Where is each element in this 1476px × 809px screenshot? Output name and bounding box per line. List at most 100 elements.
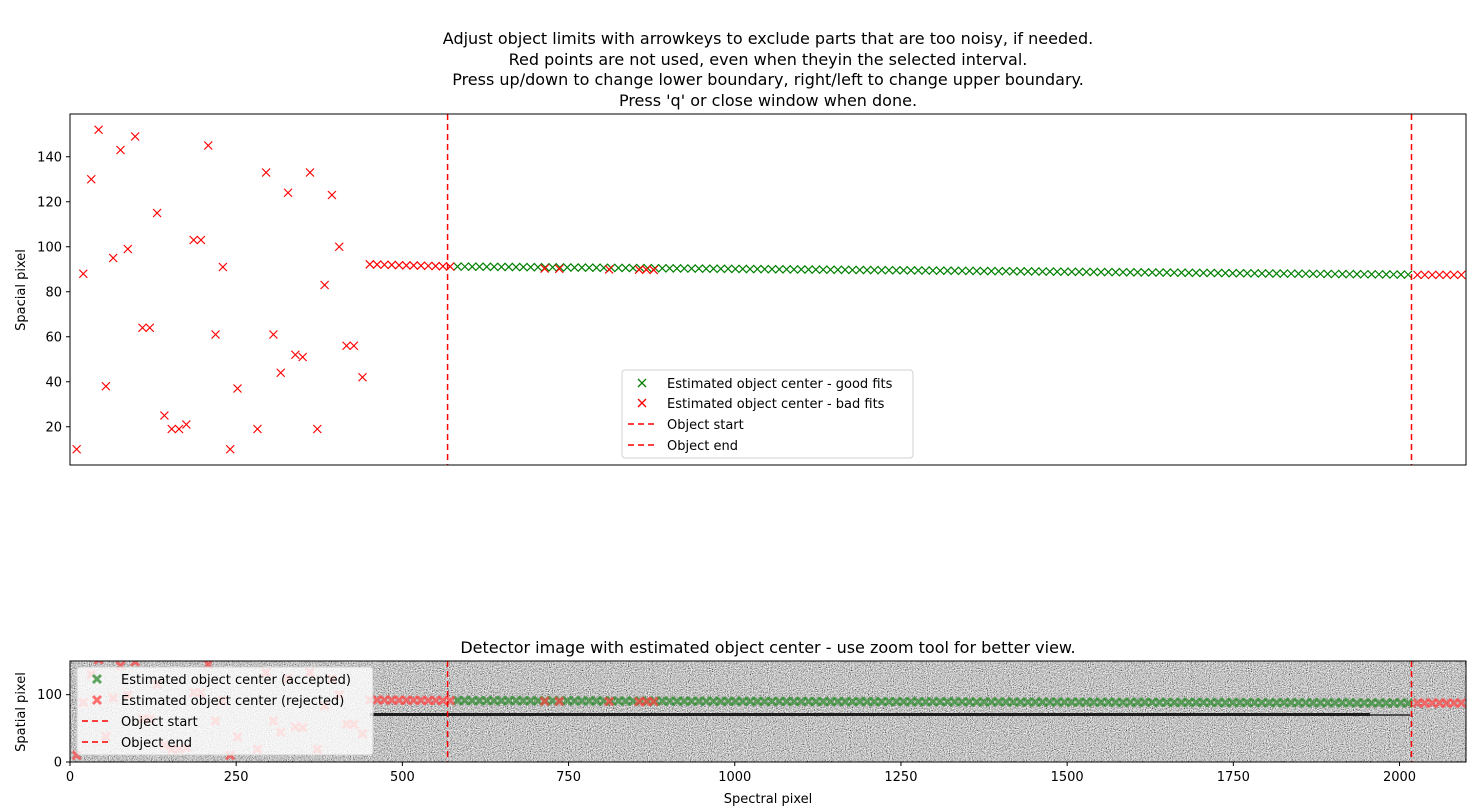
legend-accepted-label: Estimated object center (accepted)	[121, 673, 351, 688]
good-fit-point	[1052, 267, 1062, 277]
good-fit-point	[672, 263, 682, 273]
good-fit-point	[657, 263, 667, 273]
bad-fit-point	[327, 190, 337, 200]
good-fit-point	[511, 262, 521, 272]
good-fit-point	[570, 263, 579, 272]
legend-end-label-bottom: Object end	[121, 736, 192, 751]
good-fit-point	[826, 265, 835, 275]
good-fit-point	[1352, 269, 1362, 279]
top-plot[interactable]: 20 40 60 80 100 120 140 Spacial pixel Estimate…	[14, 113, 1467, 466]
bad-fit-point	[334, 242, 344, 252]
bad-fit-point	[372, 260, 382, 269]
good-fit-point	[1242, 268, 1252, 278]
good-fit-point	[840, 265, 850, 275]
bottom-y-ticks: 0 100	[37, 688, 70, 771]
bottom-plot[interactable]: Detector image with estimated object cen…	[14, 638, 1467, 807]
good-fit-point	[921, 266, 930, 275]
bottom-x-tick-label: 1750	[1217, 770, 1250, 785]
bad-fit-point	[641, 265, 651, 275]
good-fit-point	[1140, 267, 1150, 277]
bad-fit-point	[554, 264, 564, 274]
good-fit-point	[1315, 269, 1325, 279]
good-fit-point	[679, 264, 689, 273]
good-fit-point	[1177, 268, 1186, 278]
good-fit-point	[731, 264, 740, 274]
bad-fit-point	[174, 424, 184, 434]
good-fit-point	[1272, 269, 1281, 278]
good-fit-point	[1184, 268, 1194, 278]
good-fit-point	[1213, 268, 1223, 278]
good-fit-point	[789, 264, 799, 274]
good-fit-point	[855, 265, 865, 275]
bad-fit-point	[225, 444, 235, 454]
legend-bad-marker	[637, 398, 647, 408]
legend-start-label: Object start	[667, 418, 744, 433]
good-fit-point	[1250, 268, 1260, 278]
good-fit-point	[884, 265, 894, 275]
bad-fit-point	[145, 323, 155, 333]
bottom-x-tick-label: 1000	[718, 770, 751, 785]
good-fit-point	[1381, 270, 1391, 279]
bottom-x-tick-label: 1500	[1051, 770, 1084, 785]
good-fit-point	[1089, 267, 1099, 277]
bad-fit-point	[394, 260, 404, 270]
good-fit-point	[1001, 266, 1011, 276]
good-fit-point	[1228, 268, 1238, 278]
legend-rejected-marker	[91, 694, 103, 706]
bad-fit-point	[380, 260, 389, 270]
good-fit-point	[760, 264, 770, 274]
good-fit-point	[1301, 269, 1311, 279]
good-fit-point	[460, 262, 470, 272]
good-fit-point	[833, 265, 843, 275]
good-fit-point	[467, 262, 477, 272]
bad-fit-point	[167, 424, 177, 434]
bad-fit-point	[423, 261, 433, 271]
good-fit-point	[1257, 268, 1267, 278]
good-fit-point	[986, 266, 996, 276]
good-fit-point	[964, 266, 974, 276]
bad-fit-point	[416, 261, 426, 271]
bad-fit-point	[283, 188, 293, 198]
good-fit-point	[935, 266, 945, 276]
bad-fit-point	[211, 330, 221, 339]
good-fit-point	[1133, 267, 1143, 277]
good-fit-point	[943, 266, 952, 276]
detector-trace	[370, 713, 1410, 716]
bottom-y-label: Spatial pixel	[14, 672, 29, 752]
good-fit-point	[877, 265, 887, 275]
good-fit-point	[1294, 269, 1303, 279]
good-fit-point	[1125, 267, 1135, 277]
legend-good-label: Estimated object center - good fits	[667, 377, 893, 392]
good-fit-point	[687, 264, 696, 273]
good-fit-point	[1045, 267, 1055, 277]
good-fit-point	[928, 266, 938, 276]
good-fit-point	[1103, 267, 1113, 277]
good-fit-point	[497, 262, 506, 272]
bad-fit-point	[181, 420, 191, 429]
top-y-tick-label: 100	[37, 240, 62, 255]
bottom-x-tick-label: 1250	[884, 770, 917, 785]
top-y-ticks: 20 40 60 80 100 120 140	[37, 150, 70, 435]
good-fit-point	[913, 266, 923, 275]
good-fit-point	[891, 265, 901, 275]
good-fit-point	[1198, 268, 1208, 278]
bad-fit-point	[1427, 270, 1437, 280]
good-fit-point	[804, 265, 813, 274]
title-line-3: Press up/down to change lower boundary, …	[452, 70, 1084, 89]
good-fit-point	[584, 263, 594, 273]
rejected-center-point	[604, 696, 615, 707]
good-fit-point	[1008, 266, 1018, 276]
bad-fit-point	[342, 341, 351, 351]
bad-fit-point	[365, 259, 375, 269]
top-y-tick-label: 120	[37, 195, 62, 210]
legend-start-label-bottom: Object start	[121, 715, 198, 730]
bad-fit-point	[604, 265, 614, 274]
title-line-1: Adjust object limits with arrowkeys to e…	[443, 29, 1093, 48]
good-fit-point	[628, 263, 638, 273]
good-fit-point	[862, 265, 872, 275]
bad-fit-point	[298, 352, 308, 362]
good-fit-point	[723, 264, 733, 274]
good-fit-point	[1308, 269, 1318, 279]
bad-fit-point	[253, 424, 262, 434]
legend-rejected-label: Estimated object center (rejected)	[121, 694, 344, 709]
